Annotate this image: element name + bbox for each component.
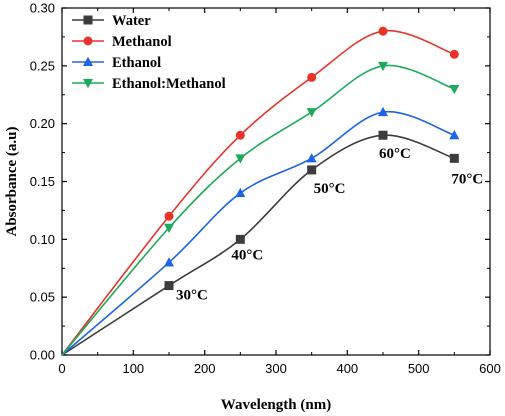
y-tick-label: 0.25 <box>30 58 55 73</box>
data-point <box>378 26 388 36</box>
x-axis-title: Wavelength (nm) <box>221 397 331 413</box>
series-water <box>61 130 459 356</box>
data-point <box>235 234 245 244</box>
annotation-label: 30°C <box>176 288 208 304</box>
legend-item: Ethanol:Methanol <box>72 76 226 92</box>
legend-marker <box>83 56 93 66</box>
y-tick-label: 0.00 <box>30 348 55 363</box>
x-tick-label: 100 <box>122 361 144 376</box>
legend-label: Water <box>112 13 151 29</box>
y-tick-label: 0.30 <box>30 1 55 16</box>
series-line <box>61 134 455 356</box>
legend-marker <box>83 15 93 25</box>
data-point <box>306 108 317 118</box>
y-tick-label: 0.20 <box>30 116 55 131</box>
data-point <box>235 154 246 164</box>
x-tick-label: 0 <box>58 361 65 376</box>
data-point <box>449 153 459 163</box>
data-point <box>449 84 460 95</box>
data-point <box>164 223 174 234</box>
data-point <box>378 106 388 117</box>
data-point <box>164 211 174 221</box>
data-point <box>235 187 246 198</box>
y-axis-title: Absorbance (a.u) <box>4 126 20 236</box>
legend-item: Water <box>72 13 151 29</box>
legend-item: Ethanol <box>72 55 161 71</box>
data-point <box>164 257 174 267</box>
x-tick-label: 400 <box>336 361 358 376</box>
data-point <box>306 153 317 163</box>
annotation-label: 60°C <box>379 146 411 162</box>
data-point <box>164 281 174 291</box>
x-tick-label: 500 <box>408 361 430 376</box>
legend: Water Methanol Ethanol Ethanol:Methanol <box>72 13 226 92</box>
x-tick-label: 300 <box>265 361 287 376</box>
legend-marker <box>83 79 93 89</box>
annotation-label: 40°C <box>231 247 263 263</box>
y-tick-label: 0.15 <box>30 174 55 189</box>
series-line <box>61 64 455 356</box>
data-point <box>307 165 317 175</box>
series-methanol <box>61 26 459 356</box>
data-point <box>378 61 388 72</box>
legend-marker <box>83 36 93 46</box>
x-tick-label: 600 <box>479 361 501 376</box>
legend-label: Ethanol <box>112 55 161 71</box>
y-tick-label: 0.05 <box>30 290 55 305</box>
annotation-label: 70°C <box>451 171 483 187</box>
annotations: 30°C 40°C 50°C 60°C 70°C <box>176 146 483 303</box>
y-axis: 0.00 0.05 0.10 0.15 0.20 0.25 0.30 <box>30 1 490 363</box>
legend-label: Ethanol:Methanol <box>112 76 226 92</box>
series-layer <box>61 26 460 356</box>
data-point <box>378 130 388 140</box>
legend-label: Methanol <box>112 34 172 50</box>
y-tick-label: 0.10 <box>30 232 55 247</box>
data-point <box>235 130 245 140</box>
series-ethanol <box>61 106 460 356</box>
legend-item: Methanol <box>72 34 172 50</box>
annotation-label: 50°C <box>314 181 346 197</box>
data-point <box>449 49 459 59</box>
x-axis: 0 100 200 300 400 500 600 <box>58 8 501 376</box>
x-tick-label: 200 <box>194 361 216 376</box>
series-ethanol-methanol <box>61 61 460 356</box>
data-point <box>449 129 460 140</box>
data-point <box>307 72 317 82</box>
